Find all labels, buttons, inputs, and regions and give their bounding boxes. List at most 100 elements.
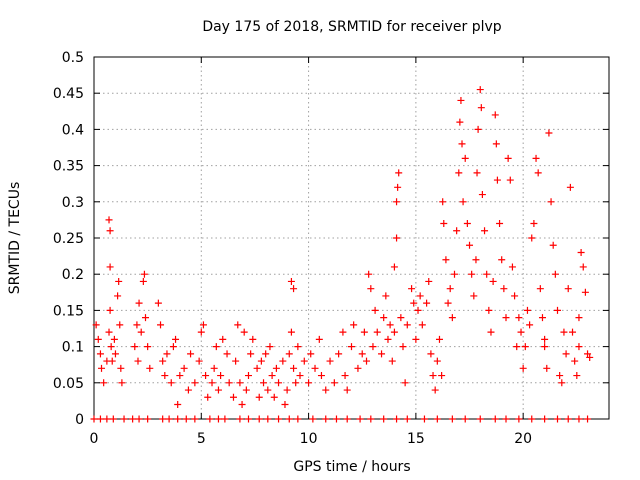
- data-point: [532, 154, 540, 162]
- data-point: [554, 306, 561, 314]
- data-point: [296, 372, 304, 380]
- data-point: [242, 386, 250, 394]
- data-point: [526, 321, 534, 329]
- y-tick-label: 0.35: [53, 159, 84, 175]
- data-point: [584, 350, 592, 358]
- data-point: [547, 198, 555, 206]
- data-point: [131, 343, 139, 351]
- data-point: [92, 321, 100, 329]
- data-point: [348, 343, 355, 351]
- data-point: [135, 299, 143, 307]
- data-point: [551, 270, 559, 278]
- data-point: [96, 350, 104, 358]
- data-point: [98, 364, 106, 372]
- data-point: [435, 335, 443, 343]
- data-point: [517, 328, 525, 336]
- data-point: [473, 169, 481, 177]
- data-point: [534, 169, 542, 177]
- data-point: [270, 393, 278, 401]
- data-point: [566, 183, 574, 191]
- data-point: [493, 176, 501, 184]
- data-point: [245, 372, 252, 380]
- data-point: [371, 306, 379, 314]
- data-point: [456, 118, 464, 126]
- data-point: [100, 379, 108, 387]
- data-point: [281, 401, 289, 409]
- data-point: [330, 379, 338, 387]
- data-point: [109, 415, 117, 423]
- data-point: [451, 270, 458, 278]
- y-tick-label: 0.1: [62, 340, 84, 356]
- data-point: [543, 364, 551, 372]
- data-point: [343, 386, 351, 394]
- data-point: [204, 393, 212, 401]
- data-point: [390, 328, 398, 336]
- data-point: [311, 364, 319, 372]
- data-point: [446, 285, 454, 293]
- data-point: [556, 372, 564, 380]
- data-point: [172, 335, 180, 343]
- data-point: [363, 357, 371, 365]
- data-point: [343, 415, 351, 423]
- data-point: [287, 277, 295, 285]
- data-point: [133, 321, 141, 329]
- data-point: [470, 292, 478, 300]
- x-tick-label: 20: [514, 431, 532, 447]
- data-point: [491, 415, 499, 423]
- data-point: [326, 357, 334, 365]
- data-point: [408, 285, 416, 293]
- data-point: [382, 292, 390, 300]
- data-point: [206, 415, 214, 423]
- data-point: [427, 350, 435, 358]
- data-point: [541, 343, 549, 351]
- data-point: [356, 415, 364, 423]
- data-point: [506, 176, 514, 184]
- data-point: [187, 350, 195, 358]
- data-point: [545, 129, 553, 137]
- data-point: [466, 241, 474, 249]
- data-point: [290, 364, 298, 372]
- data-point: [573, 372, 581, 380]
- data-point: [214, 386, 222, 394]
- data-point: [96, 415, 104, 423]
- data-point: [438, 372, 446, 380]
- data-point: [410, 299, 418, 307]
- data-point: [386, 321, 394, 329]
- data-point: [448, 314, 456, 322]
- data-point: [176, 372, 184, 380]
- data-point: [221, 415, 229, 423]
- data-point: [103, 415, 111, 423]
- data-point: [485, 306, 493, 314]
- data-point: [549, 241, 557, 249]
- data-point: [483, 270, 491, 278]
- data-point: [354, 364, 362, 372]
- data-point: [146, 364, 154, 372]
- data-point: [199, 321, 207, 329]
- data-point: [335, 350, 343, 358]
- data-point: [523, 306, 531, 314]
- data-point: [174, 415, 182, 423]
- data-point: [378, 350, 386, 358]
- data-point: [477, 104, 485, 112]
- data-point: [440, 220, 448, 228]
- data-point: [395, 169, 403, 177]
- data-point: [174, 401, 182, 409]
- data-point: [275, 379, 283, 387]
- data-point: [474, 125, 482, 133]
- data-point: [420, 415, 428, 423]
- data-point: [212, 343, 220, 351]
- data-point: [463, 220, 471, 228]
- data-point: [309, 415, 317, 423]
- data-point: [285, 415, 293, 423]
- data-point: [530, 220, 538, 228]
- y-tick-label: 0: [75, 412, 84, 428]
- data-point: [214, 415, 222, 423]
- y-tick-label: 0.3: [62, 195, 84, 211]
- data-point: [579, 263, 587, 271]
- data-point: [541, 335, 549, 343]
- data-point: [264, 386, 272, 394]
- data-point: [581, 288, 589, 296]
- data-point: [575, 415, 583, 423]
- y-tick-label: 0.2: [62, 267, 84, 283]
- data-point: [159, 357, 167, 365]
